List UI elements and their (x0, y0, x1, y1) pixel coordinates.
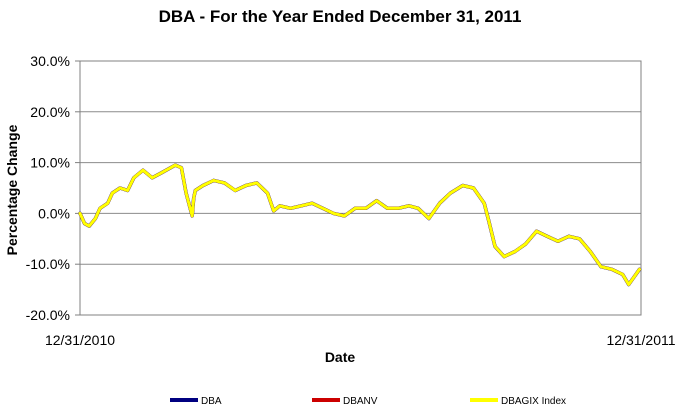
gridlines (80, 111, 641, 265)
y-tick-label: 30.0% (30, 53, 70, 69)
chart-title: DBA - For the Year Ended December 31, 20… (159, 7, 522, 26)
x-tick-label: 12/31/2011 (606, 332, 675, 348)
y-tick-label: 10.0% (30, 155, 70, 171)
x-tick-label: 12/31/2010 (45, 332, 115, 348)
series-line-dbagix-index (78, 163, 641, 286)
y-tick-label: 0.0% (38, 205, 70, 221)
y-tick-label: -10.0% (26, 256, 70, 272)
y-tick-label: 20.0% (30, 104, 70, 120)
series-line-dbanv (78, 163, 641, 286)
legend-label: DBANV (343, 396, 378, 407)
y-tick-label: -20.0% (26, 307, 70, 323)
series-line-dba (78, 163, 642, 287)
y-axis-title: Percentage Change (4, 124, 20, 255)
plot-area (79, 60, 642, 316)
legend-label: DBA (201, 396, 222, 407)
series-lines (78, 163, 642, 287)
legend: DBA DBANV DBAGIX Index (170, 396, 566, 407)
legend-label: DBAGIX Index (501, 396, 566, 407)
y-axis-ticks: -20.0% -10.0% 0.0% 10.0% 20.0% 30.0% (26, 53, 80, 323)
x-axis-title: Date (325, 349, 356, 365)
x-axis-ticks: 12/31/2010 12/31/2011 (45, 332, 676, 348)
